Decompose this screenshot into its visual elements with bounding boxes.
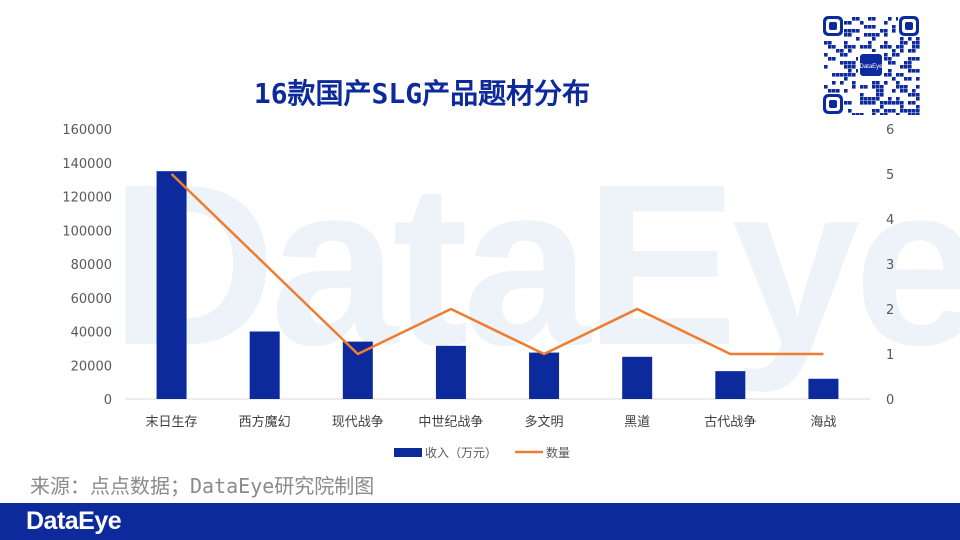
footer-logo: DataEye (26, 507, 122, 535)
y-left-tick-label: 140000 (62, 157, 112, 172)
y-left-tick-label: 80000 (71, 258, 112, 273)
legend-swatch-bar (394, 448, 422, 457)
y-left-tick-label: 160000 (62, 123, 112, 138)
y-left-tick-label: 40000 (71, 326, 112, 341)
y-left-tick-label: 20000 (71, 359, 112, 374)
bar (249, 331, 280, 399)
y-right-tick-label: 0 (886, 393, 894, 408)
source-note: 来源：点点数据；DataEye研究院制图 (30, 474, 375, 498)
x-category-label: 多文明 (525, 414, 564, 430)
qr-code: DataEye (822, 15, 920, 117)
y-right-tick-label: 4 (886, 213, 894, 228)
y-right-tick-label: 6 (886, 123, 894, 138)
x-category-label: 海战 (810, 415, 836, 430)
x-category-label: 中世纪战争 (418, 415, 483, 430)
y-right-tick-label: 5 (886, 168, 894, 183)
bar (622, 356, 653, 399)
y-right-tick-label: 2 (886, 303, 894, 318)
y-left-tick-label: 100000 (62, 224, 112, 239)
y-left-tick-label: 0 (104, 393, 112, 408)
y-right-tick-label: 1 (886, 348, 894, 363)
x-category-label: 现代战争 (332, 415, 384, 430)
y-left-tick-label: 60000 (71, 292, 112, 307)
x-category-label: 古代战争 (704, 415, 756, 430)
x-category-label: 黑道 (624, 415, 650, 430)
x-category-label: 末日生存 (146, 415, 198, 430)
bar (156, 171, 187, 399)
legend-label-line: 数量 (546, 445, 570, 460)
bar (715, 371, 746, 399)
x-category-label: 西方魔幻 (239, 414, 291, 430)
chart-title: 16款国产SLG产品题材分布 (253, 77, 591, 110)
bar (529, 352, 560, 399)
footer-bar: DataEye (0, 503, 960, 540)
line-series (170, 173, 824, 356)
qr-logo: DataEye (859, 64, 883, 70)
legend-label-bar: 收入（万元） (425, 446, 497, 460)
y-right-tick-label: 3 (886, 258, 894, 273)
y-left-tick-label: 120000 (62, 191, 112, 206)
bar (435, 345, 466, 399)
bar (342, 341, 373, 399)
bar (808, 378, 839, 399)
